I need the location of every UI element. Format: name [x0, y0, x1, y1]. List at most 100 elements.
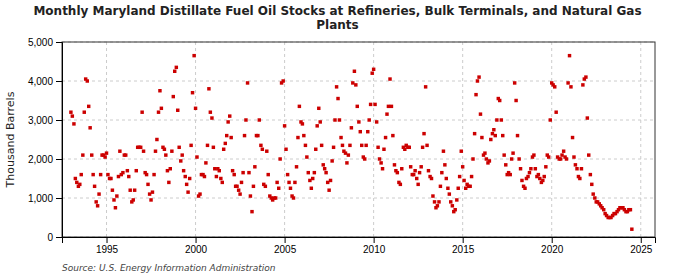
data-point: [195, 155, 198, 158]
data-point: [240, 181, 243, 184]
y-axis-tick-mark: [56, 159, 62, 160]
data-point: [311, 177, 314, 180]
x-axis-tick-label: 2005: [274, 244, 297, 255]
data-point: [253, 165, 256, 168]
data-point: [261, 148, 264, 151]
x-axis-tick-mark: [107, 237, 108, 243]
data-point: [359, 130, 362, 133]
x-axis-tick-mark: [196, 237, 197, 243]
data-point: [572, 155, 575, 158]
data-point: [266, 173, 269, 176]
data-point: [498, 99, 501, 102]
data-point: [221, 181, 224, 184]
data-point: [72, 122, 75, 125]
data-point: [277, 187, 280, 190]
source-note: Source: U.S. Energy Information Administ…: [62, 263, 276, 273]
data-point: [91, 173, 94, 176]
data-point: [366, 130, 369, 133]
data-point: [246, 81, 249, 84]
data-point: [381, 167, 384, 170]
data-point: [247, 171, 250, 174]
data-point: [461, 165, 464, 168]
data-point: [210, 116, 213, 119]
data-point: [492, 128, 495, 131]
y-axis-tick: 3,000: [28, 115, 62, 126]
data-point: [399, 183, 402, 186]
data-point: [446, 187, 449, 190]
data-point: [69, 110, 72, 113]
y-axis-tick-mark: [56, 120, 62, 121]
x-axis-tick-mark: [285, 237, 286, 243]
data-point: [131, 198, 134, 201]
data-point: [529, 167, 532, 170]
x-axis-tick-label: 2025: [630, 244, 653, 255]
x-axis-tick: 1995: [96, 237, 119, 255]
data-point: [523, 187, 526, 190]
y-axis-tick: 2,000: [28, 154, 62, 165]
data-point: [629, 208, 632, 211]
data-point: [87, 105, 90, 108]
data-point: [547, 155, 550, 158]
data-point: [241, 171, 244, 174]
data-point: [387, 105, 390, 108]
points: [69, 54, 633, 231]
y-axis-tick-label: 1,000: [28, 193, 53, 204]
data-point: [439, 185, 442, 188]
data-point: [284, 148, 287, 151]
data-point: [543, 175, 546, 178]
plot-area: 199520002005201020152020202501,0002,0003…: [28, 37, 656, 255]
data-point: [173, 70, 176, 73]
data-point: [511, 151, 514, 154]
data-point: [413, 169, 416, 172]
data-point: [264, 185, 267, 188]
data-point: [532, 153, 535, 156]
data-point: [442, 149, 445, 152]
data-point: [391, 134, 394, 137]
data-point: [176, 109, 179, 112]
data-point: [160, 107, 163, 110]
data-point: [350, 126, 353, 129]
x-axis-line: [63, 238, 656, 244]
data-point: [127, 175, 130, 178]
data-point: [172, 95, 175, 98]
data-point: [470, 175, 473, 178]
data-point: [462, 179, 465, 182]
data-point: [320, 144, 323, 147]
data-point: [296, 136, 299, 139]
data-point: [587, 153, 590, 156]
data-point: [541, 179, 544, 182]
y-axis-tick-label: 3,000: [28, 115, 53, 126]
data-point: [235, 185, 238, 188]
data-point: [275, 181, 278, 184]
data-point: [237, 188, 240, 191]
data-point: [185, 183, 188, 186]
y-axis-tick-mark: [56, 198, 62, 199]
data-point: [568, 54, 571, 57]
chart-container: Monthly Maryland Distillate Fuel Oil Sto…: [0, 0, 675, 275]
x-axis-tick: 2025: [630, 237, 653, 255]
data-point: [480, 136, 483, 139]
x-axis-tick-label: 2010: [363, 244, 386, 255]
data-point: [372, 68, 375, 71]
data-point: [142, 149, 145, 152]
data-point: [569, 85, 572, 88]
data-point: [78, 183, 81, 186]
data-point: [554, 110, 557, 113]
data-point: [250, 210, 253, 213]
data-point: [317, 107, 320, 110]
data-point: [198, 192, 201, 195]
data-point: [149, 198, 152, 201]
data-point: [302, 134, 305, 137]
x-axis-tick-label: 2000: [185, 244, 208, 255]
data-point: [152, 173, 155, 176]
data-point: [403, 148, 406, 151]
data-point: [382, 148, 385, 151]
data-point: [445, 177, 448, 180]
data-point: [560, 153, 563, 156]
data-point: [226, 120, 229, 123]
data-point: [421, 146, 424, 149]
data-point: [169, 167, 172, 170]
data-point: [83, 110, 86, 113]
data-point: [390, 105, 393, 108]
data-point: [75, 181, 78, 184]
